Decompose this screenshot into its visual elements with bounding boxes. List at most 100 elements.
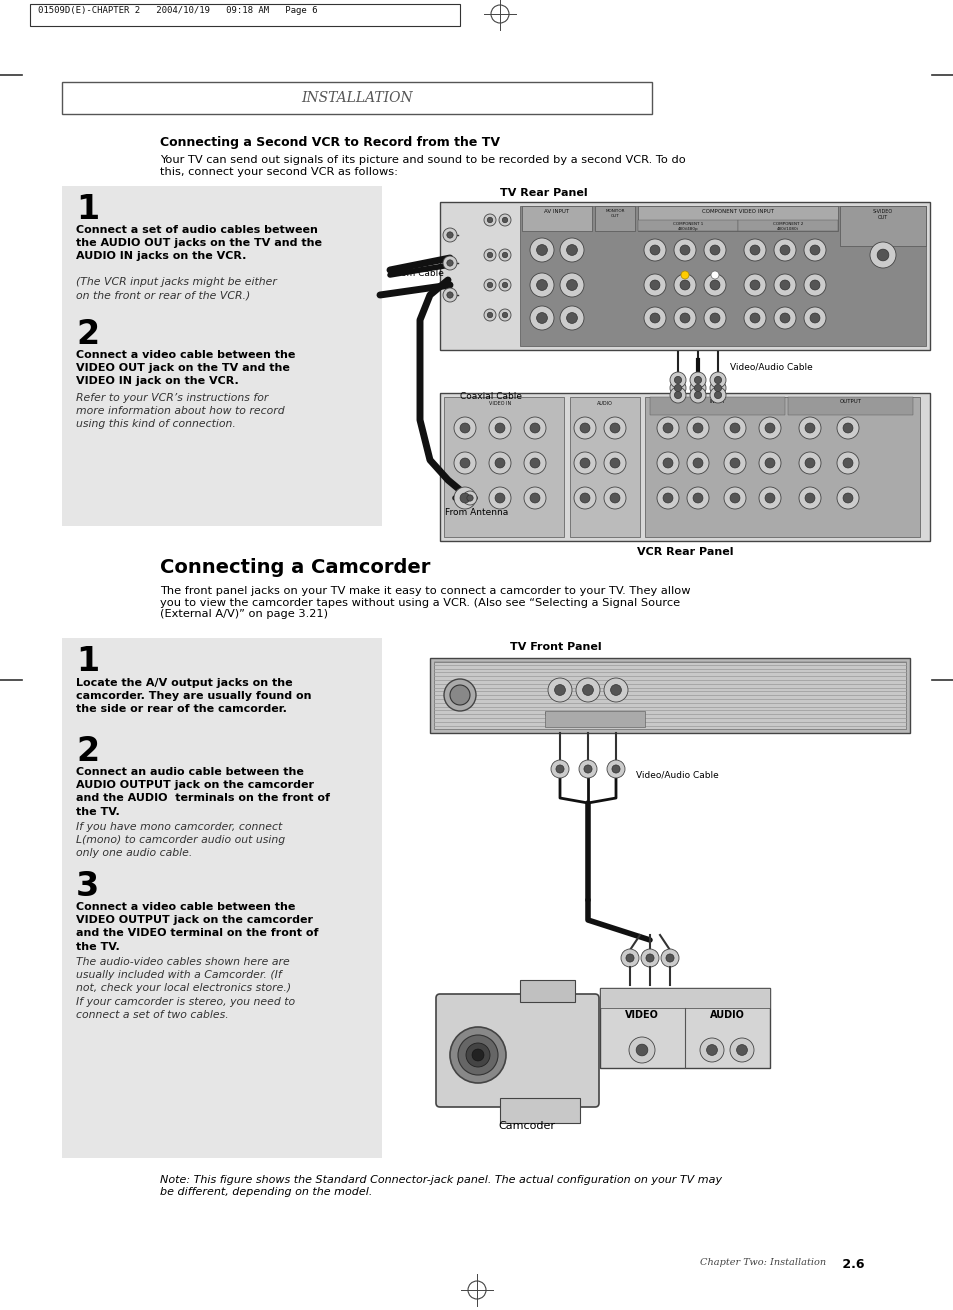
Circle shape xyxy=(673,238,696,261)
Circle shape xyxy=(603,487,625,510)
Circle shape xyxy=(714,376,720,384)
Text: S-VIDEO
OUT: S-VIDEO OUT xyxy=(872,210,892,220)
Text: Connecting a Camcorder: Connecting a Camcorder xyxy=(160,558,430,576)
Circle shape xyxy=(487,312,492,318)
Circle shape xyxy=(836,487,858,510)
Text: Connect a set of audio cables between
the AUDIO OUT jacks on the TV and the
AUDI: Connect a set of audio cables between th… xyxy=(76,225,322,262)
Circle shape xyxy=(442,288,456,303)
Text: Your TV can send out signals of its picture and sound to be recorded by a second: Your TV can send out signals of its pict… xyxy=(160,155,685,177)
Text: AUDIO: AUDIO xyxy=(709,1010,743,1020)
Circle shape xyxy=(462,491,476,504)
Circle shape xyxy=(489,487,511,510)
Circle shape xyxy=(657,487,679,510)
Circle shape xyxy=(657,417,679,439)
Circle shape xyxy=(559,272,583,297)
Circle shape xyxy=(869,242,895,269)
Circle shape xyxy=(483,249,496,261)
Circle shape xyxy=(487,282,492,288)
Circle shape xyxy=(876,249,888,261)
Circle shape xyxy=(799,417,821,439)
Circle shape xyxy=(809,245,819,255)
Circle shape xyxy=(483,309,496,321)
Circle shape xyxy=(495,493,504,503)
Circle shape xyxy=(551,760,568,778)
Circle shape xyxy=(773,307,795,329)
Circle shape xyxy=(706,1044,717,1056)
Circle shape xyxy=(709,313,720,324)
Circle shape xyxy=(660,948,679,967)
Circle shape xyxy=(498,279,511,291)
Bar xyxy=(439,393,929,541)
Circle shape xyxy=(636,1044,647,1056)
Text: Connect an audio cable between the
AUDIO OUTPUT jack on the camcorder
and the AU: Connect an audio cable between the AUDIO… xyxy=(76,766,330,816)
Text: MONITOR
OUT: MONITOR OUT xyxy=(604,210,624,217)
Text: TV Front Panel: TV Front Panel xyxy=(510,642,601,652)
Text: Connect a video cable between the
VIDEO OUTPUT jack on the camcorder
and the VID: Connect a video cable between the VIDEO … xyxy=(76,903,318,951)
Circle shape xyxy=(674,376,680,384)
Text: The front panel jacks on your TV make it easy to connect a camcorder to your TV.: The front panel jacks on your TV make it… xyxy=(160,586,690,620)
Circle shape xyxy=(489,452,511,474)
Circle shape xyxy=(450,1027,505,1083)
Circle shape xyxy=(729,423,740,432)
Circle shape xyxy=(674,384,680,392)
Text: Coaxial Cable: Coaxial Cable xyxy=(459,392,521,401)
Circle shape xyxy=(665,954,674,962)
Circle shape xyxy=(574,417,596,439)
Circle shape xyxy=(686,487,708,510)
Circle shape xyxy=(703,307,725,329)
Circle shape xyxy=(566,279,577,291)
Circle shape xyxy=(803,274,825,296)
Circle shape xyxy=(686,452,708,474)
Circle shape xyxy=(809,280,819,290)
Circle shape xyxy=(842,493,852,503)
Circle shape xyxy=(628,1038,655,1062)
Circle shape xyxy=(803,307,825,329)
Circle shape xyxy=(583,765,592,773)
Circle shape xyxy=(689,372,705,388)
Circle shape xyxy=(466,495,473,502)
Circle shape xyxy=(749,313,760,324)
Bar xyxy=(840,206,925,246)
Circle shape xyxy=(603,417,625,439)
Circle shape xyxy=(574,452,596,474)
Circle shape xyxy=(566,313,577,324)
Text: 3: 3 xyxy=(76,870,99,903)
Text: AV INPUT: AV INPUT xyxy=(544,210,569,214)
Circle shape xyxy=(547,679,572,702)
Text: S-INPUT    VIDEO    AUDIO R: S-INPUT VIDEO AUDIO R xyxy=(544,713,612,717)
Text: Chapter Two: Installation: Chapter Two: Installation xyxy=(700,1258,825,1267)
Circle shape xyxy=(645,954,654,962)
Circle shape xyxy=(609,423,619,432)
Circle shape xyxy=(454,417,476,439)
Circle shape xyxy=(736,1044,746,1056)
Bar xyxy=(644,397,919,537)
Circle shape xyxy=(709,245,720,255)
Text: Locate the A/V output jacks on the
camcorder. They are usually found on
the side: Locate the A/V output jacks on the camco… xyxy=(76,679,312,714)
Circle shape xyxy=(714,384,720,392)
Circle shape xyxy=(729,458,740,468)
Bar xyxy=(599,988,769,1007)
Circle shape xyxy=(502,217,507,223)
Text: COMPONENT VIDEO INPUT: COMPONENT VIDEO INPUT xyxy=(701,210,773,214)
Bar xyxy=(30,4,459,26)
Circle shape xyxy=(743,238,765,261)
Circle shape xyxy=(709,280,720,290)
Circle shape xyxy=(649,313,659,324)
Circle shape xyxy=(582,685,593,696)
Text: Note: This figure shows the Standard Connector-jack panel. The actual configurat: Note: This figure shows the Standard Con… xyxy=(160,1175,721,1196)
Circle shape xyxy=(723,452,745,474)
Circle shape xyxy=(625,954,634,962)
Circle shape xyxy=(530,493,539,503)
Circle shape xyxy=(530,272,554,297)
Circle shape xyxy=(487,217,492,223)
Text: COMPONENT 2
480i/1080i: COMPONENT 2 480i/1080i xyxy=(772,221,802,231)
Text: TV Rear Panel: TV Rear Panel xyxy=(499,189,587,198)
Circle shape xyxy=(679,245,689,255)
Circle shape xyxy=(498,309,511,321)
Bar xyxy=(434,662,905,728)
Circle shape xyxy=(554,685,565,696)
Circle shape xyxy=(609,493,619,503)
Bar xyxy=(430,658,909,734)
Circle shape xyxy=(709,372,725,388)
Circle shape xyxy=(450,685,470,705)
